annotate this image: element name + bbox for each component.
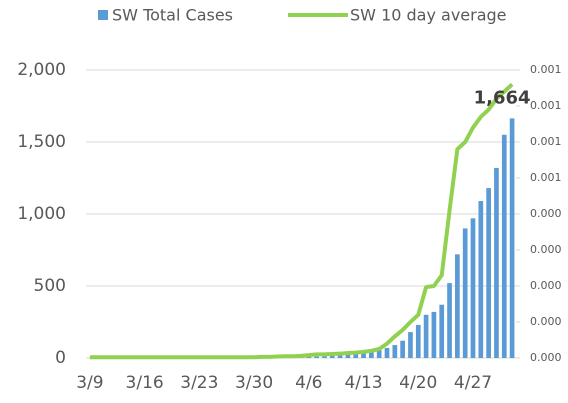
- bar: [345, 354, 351, 358]
- bar: [509, 118, 515, 358]
- y-tick-label: 0: [55, 348, 66, 368]
- y-tick-label: 500: [34, 276, 66, 296]
- bar: [329, 355, 335, 358]
- y2-tick-label: 0.001: [530, 63, 562, 76]
- bar: [384, 347, 390, 358]
- y2-tick-label: 0.000: [530, 279, 562, 292]
- y2-tick-label: 0.000: [530, 243, 562, 256]
- x-tick-label: 4/20: [399, 373, 437, 393]
- bar: [501, 134, 507, 358]
- bar: [322, 356, 327, 358]
- bar: [478, 201, 484, 358]
- x-tick-label: 4/6: [295, 373, 322, 393]
- bar: [431, 311, 437, 358]
- bar: [486, 188, 491, 358]
- y2-tick-label: 0.000: [530, 351, 562, 364]
- bar: [361, 352, 366, 358]
- bar: [376, 350, 382, 358]
- bar: [369, 351, 374, 358]
- data-label: 1,664: [474, 87, 531, 108]
- bar: [408, 332, 413, 358]
- bar: [494, 167, 499, 358]
- bar: [314, 356, 319, 358]
- legend-label: SW 10 day average: [350, 6, 507, 25]
- x-tick-label: 4/13: [344, 373, 382, 393]
- x-tick-label: 4/27: [454, 373, 492, 393]
- bar: [337, 355, 343, 358]
- x-tick-label: 3/9: [76, 373, 103, 393]
- bar: [306, 356, 312, 358]
- bar: [447, 283, 452, 358]
- bar: [470, 218, 476, 358]
- bar: [400, 340, 405, 358]
- x-tick-label: 3/23: [180, 373, 218, 393]
- y-tick-label: 2,000: [17, 60, 66, 80]
- x-tick-label: 3/16: [126, 373, 164, 393]
- bar: [415, 324, 421, 358]
- bar: [353, 353, 359, 358]
- y-tick-label: 1,000: [17, 204, 66, 224]
- bar: [439, 304, 445, 358]
- y2-tick-label: 0.001: [530, 135, 562, 148]
- y2-tick-label: 0.001: [530, 171, 562, 184]
- y-tick-label: 1,500: [17, 132, 66, 152]
- line: [89, 82, 514, 360]
- legend-label: SW Total Cases: [112, 6, 233, 25]
- bar: [455, 254, 460, 358]
- bar: [423, 314, 429, 358]
- legend-swatch: [98, 10, 108, 20]
- bar: [462, 228, 468, 358]
- y2-tick-label: 0.000: [530, 315, 562, 328]
- x-tick-label: 3/30: [235, 373, 273, 393]
- y2-tick-label: 0.001: [530, 99, 562, 112]
- bar: [392, 345, 398, 358]
- y2-tick-label: 0.000: [530, 207, 562, 220]
